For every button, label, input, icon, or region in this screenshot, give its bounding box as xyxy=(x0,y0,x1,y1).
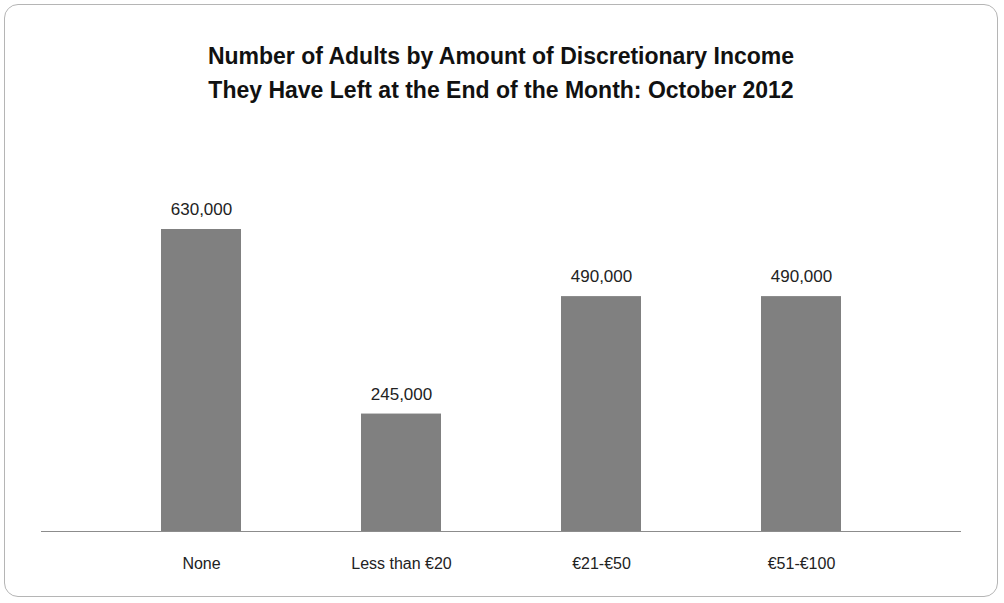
html-text:Number of Adults by Amount of: Number of Adults by Amount of Discretion… xyxy=(207,43,795,103)
svg-text:630,000: 630,000 xyxy=(171,200,232,219)
svg-text:€21-€50: €21-€50 xyxy=(572,555,631,572)
svg-text:490,000: 490,000 xyxy=(571,267,632,286)
svg-text:None: None xyxy=(182,555,220,572)
svg-text:€51-€100: €51-€100 xyxy=(768,555,836,572)
svg-text:490,000: 490,000 xyxy=(771,267,832,286)
svg-text:245,000: 245,000 xyxy=(371,384,432,403)
svg-text:Less than €20: Less than €20 xyxy=(351,555,452,572)
